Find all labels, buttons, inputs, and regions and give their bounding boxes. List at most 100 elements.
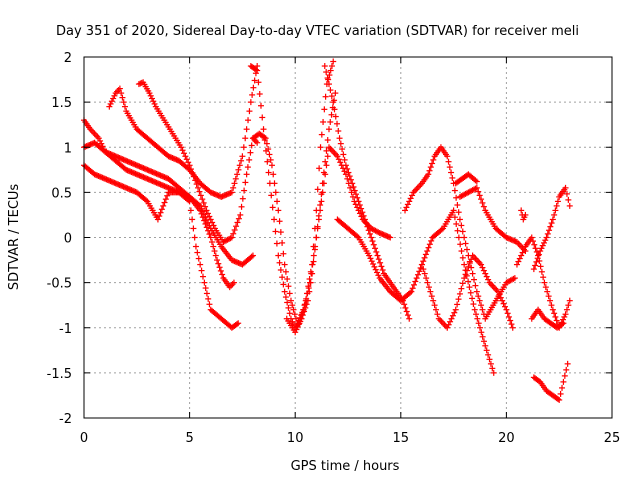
data-point bbox=[190, 173, 197, 180]
data-point bbox=[324, 75, 331, 82]
data-points bbox=[81, 58, 573, 403]
data-point bbox=[207, 234, 214, 241]
data-point bbox=[403, 204, 410, 211]
data-point bbox=[478, 329, 485, 336]
data-point bbox=[238, 157, 245, 164]
data-point bbox=[327, 67, 334, 74]
data-point bbox=[566, 297, 573, 304]
data-point bbox=[317, 202, 324, 209]
data-point bbox=[200, 199, 207, 206]
data-point bbox=[240, 144, 247, 151]
x-tick-label: 15 bbox=[393, 431, 410, 446]
data-point bbox=[497, 294, 504, 301]
data-point bbox=[458, 248, 465, 255]
data-point bbox=[547, 223, 554, 230]
data-point bbox=[245, 117, 252, 124]
data-point bbox=[456, 290, 463, 297]
data-point bbox=[314, 225, 321, 232]
data-point bbox=[265, 169, 272, 176]
data-point bbox=[263, 140, 270, 147]
data-point bbox=[328, 111, 335, 118]
data-point bbox=[294, 323, 301, 330]
data-point bbox=[107, 100, 114, 107]
data-point bbox=[325, 81, 332, 88]
data-point bbox=[540, 274, 547, 281]
data-point bbox=[243, 171, 250, 178]
data-point bbox=[330, 58, 337, 65]
data-point bbox=[268, 162, 275, 169]
data-point bbox=[408, 288, 415, 295]
data-point bbox=[197, 261, 204, 268]
data-point bbox=[473, 288, 480, 295]
data-point bbox=[233, 223, 240, 230]
data-point bbox=[420, 258, 427, 265]
data-point bbox=[561, 372, 568, 379]
data-point bbox=[370, 241, 377, 248]
data-point bbox=[459, 228, 466, 235]
data-point bbox=[372, 245, 379, 252]
data-point bbox=[247, 99, 254, 106]
data-point bbox=[247, 149, 254, 156]
data-point bbox=[359, 209, 366, 216]
data-point bbox=[458, 222, 465, 229]
data-point bbox=[407, 195, 414, 202]
data-point bbox=[249, 252, 256, 259]
data-point bbox=[325, 126, 332, 133]
data-point bbox=[565, 302, 572, 309]
data-point bbox=[158, 206, 165, 213]
data-point bbox=[346, 173, 353, 180]
data-point bbox=[532, 262, 539, 269]
data-point bbox=[188, 166, 195, 173]
data-point bbox=[355, 198, 362, 205]
data-point bbox=[265, 146, 272, 153]
data-point bbox=[199, 196, 206, 203]
data-point bbox=[465, 278, 472, 285]
data-point bbox=[412, 278, 419, 285]
data-point bbox=[195, 201, 202, 208]
data-point bbox=[193, 181, 200, 188]
data-point bbox=[563, 306, 570, 313]
data-point bbox=[404, 201, 411, 208]
data-point bbox=[365, 227, 372, 234]
chart-title: Day 351 of 2020, Sidereal Day-to-day VTE… bbox=[56, 24, 579, 39]
data-point bbox=[228, 234, 235, 241]
data-point bbox=[327, 87, 334, 94]
data-point bbox=[118, 90, 125, 97]
data-point bbox=[547, 297, 554, 304]
data-point bbox=[285, 283, 292, 290]
data-point bbox=[367, 255, 374, 262]
data-point bbox=[451, 309, 458, 316]
data-point bbox=[298, 315, 305, 322]
data-point bbox=[327, 118, 334, 125]
data-point bbox=[164, 192, 171, 199]
data-point bbox=[344, 165, 351, 172]
data-point bbox=[189, 216, 196, 223]
data-point bbox=[239, 195, 246, 202]
data-point bbox=[197, 192, 204, 199]
data-point bbox=[503, 306, 510, 313]
data-point bbox=[480, 203, 487, 210]
data-point bbox=[546, 227, 553, 234]
data-point bbox=[537, 248, 544, 255]
data-point bbox=[234, 219, 241, 226]
data-point bbox=[111, 92, 118, 99]
data-point bbox=[321, 106, 328, 113]
data-point bbox=[297, 318, 304, 325]
data-point bbox=[121, 103, 128, 110]
series-arc-12 bbox=[418, 252, 516, 331]
data-point bbox=[363, 220, 370, 227]
data-point bbox=[186, 162, 193, 169]
data-point bbox=[509, 324, 516, 331]
y-tick-label: -0.5 bbox=[47, 277, 72, 292]
data-point bbox=[353, 191, 360, 198]
data-point bbox=[356, 202, 363, 209]
data-point bbox=[336, 135, 343, 142]
data-point bbox=[342, 162, 349, 169]
data-point bbox=[268, 192, 275, 199]
data-point bbox=[262, 135, 269, 142]
data-point bbox=[137, 80, 144, 87]
data-point bbox=[478, 261, 485, 268]
data-point bbox=[513, 261, 520, 268]
data-point bbox=[146, 90, 153, 97]
data-point bbox=[277, 266, 284, 273]
